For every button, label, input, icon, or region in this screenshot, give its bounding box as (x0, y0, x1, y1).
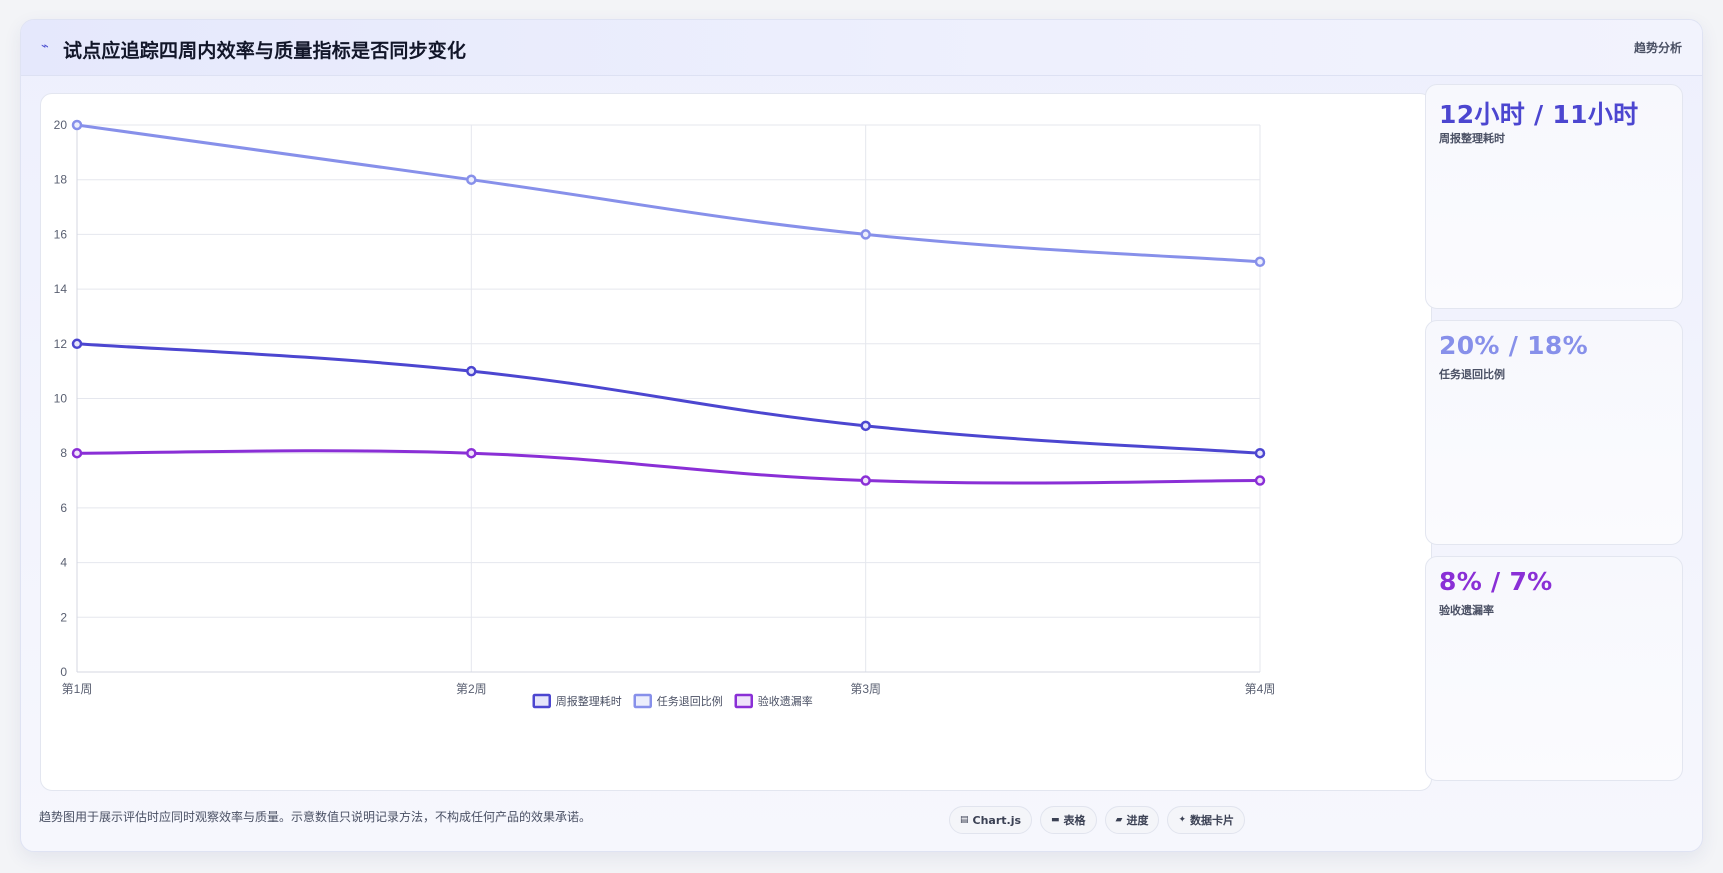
pill-progress[interactable]: ▰ 进度 (1104, 806, 1160, 834)
series-line-1 (75, 342, 1262, 455)
data-point (1254, 475, 1266, 486)
trend-card: ⌁ 试点应追踪四周内效率与质量指标是否同步变化 趋势分析 0 2 4 6 8 10 12 14… (20, 19, 1703, 852)
x-tick-label: 第2周 (456, 682, 487, 696)
data-point (1254, 256, 1266, 267)
stat-card-return-rate: 20% / 18% 任务退回比例 (1425, 320, 1683, 545)
footer-note: 趋势图用于展示评估时应同时观察效率与质量。示意数值只说明记录方法，不构成任何产品… (39, 810, 592, 824)
y-tick-label: 12 (54, 337, 68, 351)
y-tick-label: 10 (54, 392, 68, 406)
data-point (466, 174, 477, 185)
sparkle-icon: ✦ (1178, 815, 1187, 825)
stat-value: 12小时 / 11小时 (1439, 100, 1639, 129)
chart-panel: 0 2 4 6 8 10 12 14 16 18 20 第1周 第2周 第3周 第4周周报整理耗时 任务退回比… (40, 93, 1432, 791)
card-header: ⌁ 试点应追踪四周内效率与质量指标是否同步变化 趋势分析 (21, 20, 1702, 76)
stat-value: 20% / 18% (1439, 331, 1588, 360)
data-point (466, 365, 477, 377)
x-tick-label: 第1周 (62, 682, 93, 696)
y-tick-label: 0 (60, 665, 67, 679)
pill-label: Chart.js (972, 813, 1022, 827)
stat-label: 周报整理耗时 (1439, 132, 1505, 145)
y-tick-label: 6 (60, 501, 67, 515)
page-title: 试点应追踪四周内效率与质量指标是否同步变化 (63, 40, 467, 62)
x-tick-label: 第3周 (850, 682, 881, 696)
legend-label: 周报整理耗时 (556, 694, 622, 708)
data-point (860, 229, 871, 240)
data-point (71, 119, 83, 131)
data-point (466, 447, 477, 459)
legend-swatch (734, 693, 753, 709)
pill-label: 表格 (1063, 814, 1086, 827)
stat-value: 8% / 7% (1439, 567, 1553, 596)
data-point (71, 338, 83, 350)
legend-swatch (633, 693, 652, 709)
stat-card-report-time: 12小时 / 11小时 周报整理耗时 (1425, 84, 1683, 309)
trend-icon: ⌁ (41, 39, 49, 54)
y-tick-label: 18 (54, 173, 68, 187)
y-tick-label: 4 (60, 556, 67, 570)
legend-label: 验收遗漏率 (758, 694, 813, 708)
progress-icon: ▰ (1115, 815, 1123, 825)
chart-icon: ▤ (960, 815, 969, 825)
pill-label: 进度 (1126, 814, 1149, 827)
y-tick-label: 20 (54, 118, 68, 132)
data-point (1254, 447, 1266, 459)
pill-chartjs[interactable]: ▤ Chart.js (949, 806, 1033, 834)
trend-analysis-tag: 趋势分析 (1633, 41, 1682, 55)
pill-data-card[interactable]: ✦ 数据卡片 (1167, 806, 1246, 834)
stat-card-miss-rate: 8% / 7% 验收遗漏率 (1425, 556, 1683, 781)
view-options: ▤ Chart.js ▬ 表格 ▰ 进度 ✦ 数据卡片 (949, 806, 1246, 834)
legend-swatch (532, 693, 551, 709)
y-tick-label: 2 (60, 610, 67, 624)
series-line-3 (75, 449, 1262, 485)
pill-label: 数据卡片 (1190, 814, 1235, 827)
data-point (860, 420, 871, 432)
stat-label: 验收遗漏率 (1439, 604, 1494, 617)
y-tick-label: 14 (54, 282, 68, 296)
y-tick-label: 16 (54, 227, 68, 241)
data-point (71, 447, 83, 459)
table-icon: ▬ (1051, 815, 1060, 825)
legend-label: 任务退回比例 (657, 694, 723, 708)
data-point (860, 475, 871, 486)
series-line-2 (75, 123, 1262, 264)
pill-table[interactable]: ▬ 表格 (1040, 806, 1097, 834)
x-tick-label: 第4周 (1245, 682, 1276, 696)
stat-label: 任务退回比例 (1439, 368, 1505, 381)
y-tick-label: 8 (60, 446, 67, 460)
